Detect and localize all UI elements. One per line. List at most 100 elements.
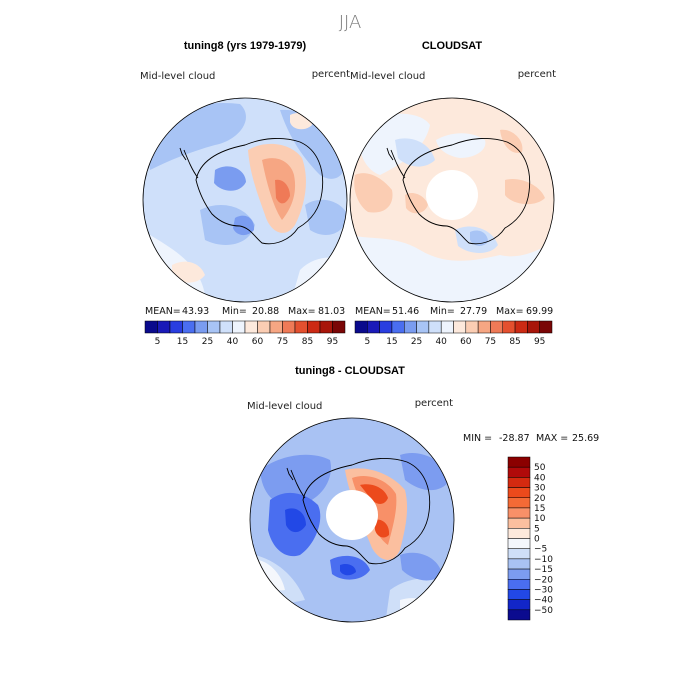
panel-cloudsat-colorbar-swatch	[367, 320, 380, 334]
panel-difference-variable-label: Mid-level cloud	[247, 401, 322, 412]
panel-cloudsat-colorbar-swatch	[527, 320, 540, 334]
panel-difference-colorbar-swatch	[507, 487, 531, 498]
panel-tuning8-colorbar: 5 15 25 40 60 75 85 95	[144, 320, 346, 347]
panel-cloudsat-missing-data-hole	[426, 170, 478, 220]
panel-difference-colorbar-swatch	[507, 599, 531, 611]
panel-difference-colorbar-tick-label: −40	[534, 596, 553, 606]
panel-cloudsat-max-value: 69.99	[526, 306, 553, 317]
panel-difference-colorbar-tick-label: −15	[534, 565, 553, 575]
panel-tuning8-max-label: Max=	[288, 306, 316, 317]
panel-difference-title: tuning8 - CLOUDSAT	[295, 365, 405, 377]
panel-cloudsat-colorbar-swatch	[477, 320, 491, 334]
panel-difference-colorbar-swatch	[507, 477, 531, 488]
panel-cloudsat-colorbar-swatch	[428, 320, 442, 334]
panel-difference-stats: MIN = -28.87 MAX = 25.69	[463, 433, 599, 444]
panel-difference-colorbar-swatch	[507, 609, 531, 621]
panel-cloudsat-min-value: 27.79	[460, 306, 487, 317]
panel-cloudsat-colorbar-tick-label: 5	[364, 337, 370, 347]
panel-cloudsat-stats: MEAN= 51.46 Min= 27.79 Max= 69.99	[355, 306, 553, 317]
panel-cloudsat-map-border	[349, 97, 555, 303]
panel-tuning8-colorbar-swatch	[157, 320, 171, 334]
panel-tuning8-max-value: 81.03	[318, 306, 345, 317]
panel-difference-peninsula-outline	[286, 467, 306, 499]
panel-cloudsat-colorbar-swatch	[502, 320, 516, 334]
panel-tuning8-min-label: Min=	[222, 306, 247, 317]
panel-tuning8-mean-value: 43.93	[182, 306, 209, 317]
panel-tuning8-antarctica-outline	[195, 138, 324, 245]
panel-tuning8-colorbar-swatch	[207, 320, 221, 334]
panel-cloudsat-colorbar-tick-label: 85	[509, 337, 520, 347]
panel-tuning8-colorbar-tick-label: 85	[302, 337, 313, 347]
panel-difference-contour-neg15-1	[260, 452, 450, 581]
panel-tuning8-colorbar-swatch	[194, 320, 208, 334]
panel-tuning8-colorbar-tick-label: 25	[202, 337, 213, 347]
panel-tuning8-map	[143, 98, 347, 302]
panel-difference-map	[250, 418, 454, 622]
panel-tuning8-colorbar-swatch	[182, 320, 196, 334]
panel-cloudsat-colorbar-swatch	[391, 320, 405, 334]
panel-tuning8-colorbar-swatch	[269, 320, 283, 334]
panel-cloudsat: CLOUDSAT Mid-level cloud percent MEAN= 5…	[349, 40, 556, 347]
panel-tuning8-contour-mid-3	[200, 205, 255, 245]
panel-tuning8-colorbar-swatch	[332, 320, 346, 334]
panel-tuning8-colorbar-swatch	[144, 320, 158, 334]
panel-cloudsat-colorbar-tick-label: 75	[485, 337, 496, 347]
panel-tuning8-colorbar-tick-label: 15	[177, 337, 188, 347]
panel-difference-colorbar-swatch	[507, 579, 531, 590]
panel-difference-colorbar-tick-label: −5	[534, 545, 547, 555]
panel-tuning8-contour-warm-4	[172, 113, 312, 283]
season-title: JJA	[339, 12, 362, 33]
panel-tuning8-contour-warm-3	[275, 179, 290, 204]
panel-tuning8-colorbar-swatch	[244, 320, 258, 334]
panel-tuning8-colorbar-swatch	[232, 320, 246, 334]
panel-tuning8-mean-label: MEAN=	[145, 306, 181, 317]
panel-cloudsat-colorbar-swatch	[416, 320, 430, 334]
panel-tuning8-units-label: percent	[312, 69, 350, 80]
panel-difference-colorbar-tick-label: 20	[534, 494, 546, 504]
panel-cloudsat-colorbar-tick-label: 15	[386, 337, 397, 347]
panel-cloudsat-contour-warm-2	[405, 193, 428, 214]
panel-tuning8-colorbar-swatch	[282, 320, 296, 334]
panel-difference-colorbar-swatch	[507, 517, 531, 529]
panel-tuning8-contour-mid-4	[305, 199, 347, 235]
panel-cloudsat-colorbar-tick-label: 25	[411, 337, 422, 347]
panel-tuning8-colorbar-swatch	[319, 320, 333, 334]
panel-difference-colorbar-tick-label: 50	[534, 463, 546, 473]
panel-cloudsat-contour-warm-1	[354, 129, 545, 213]
panel-cloudsat-peninsula-outline	[386, 147, 406, 179]
panel-cloudsat-colorbar-swatch	[490, 320, 503, 334]
panel-difference-colorbar-tick-label: 5	[534, 524, 540, 534]
panel-difference-colorbar-swatch	[507, 558, 531, 570]
panel-difference-colorbar-swatch	[507, 466, 531, 478]
panel-difference: tuning8 - CLOUDSAT Mid-level cloud perce…	[247, 365, 599, 623]
panel-cloudsat-colorbar-swatch	[354, 320, 368, 334]
panel-difference-colorbar-tick-label: 10	[534, 514, 546, 524]
panel-cloudsat-colorbar-swatch	[539, 320, 553, 334]
panel-tuning8-colorbar-swatch	[294, 320, 308, 334]
panel-difference-colorbar-swatch	[507, 528, 531, 539]
panel-difference-map-border	[249, 417, 455, 623]
panel-difference-colorbar-tick-label: −10	[534, 555, 553, 565]
panel-tuning8-colorbar-swatch	[307, 320, 321, 334]
panel-difference-colorbar-tick-label: −30	[534, 585, 553, 595]
panel-difference-min-label: MIN =	[463, 433, 492, 444]
panel-difference-colorbar-tick-label: 30	[534, 484, 546, 494]
panel-tuning8-field-base	[143, 98, 347, 302]
panel-tuning8-colorbar-tick-label: 5	[155, 337, 161, 347]
panel-cloudsat-antarctica-outline	[402, 138, 531, 245]
panel-cloudsat-colorbar-swatch	[440, 320, 454, 334]
panel-difference-units-label: percent	[415, 398, 453, 409]
panel-cloudsat-colorbar-swatch	[465, 320, 479, 334]
panel-cloudsat-colorbar-swatch	[379, 320, 393, 334]
panel-difference-colorbar-swatch	[507, 497, 531, 509]
panel-cloudsat-colorbar-tick-label: 60	[460, 337, 472, 347]
panel-cloudsat-variable-label: Mid-level cloud	[350, 71, 425, 82]
panel-cloudsat-colorbar: 5 15 25 40 60 75 85 95	[354, 320, 553, 347]
panel-cloudsat-colorbar-swatch	[514, 320, 528, 334]
panel-difference-missing-data-hole	[326, 490, 378, 540]
panel-difference-max-label: MAX =	[536, 433, 568, 444]
panel-difference-colorbar-swatch	[507, 548, 531, 560]
panel-tuning8-title: tuning8 (yrs 1979-1979)	[184, 40, 307, 52]
